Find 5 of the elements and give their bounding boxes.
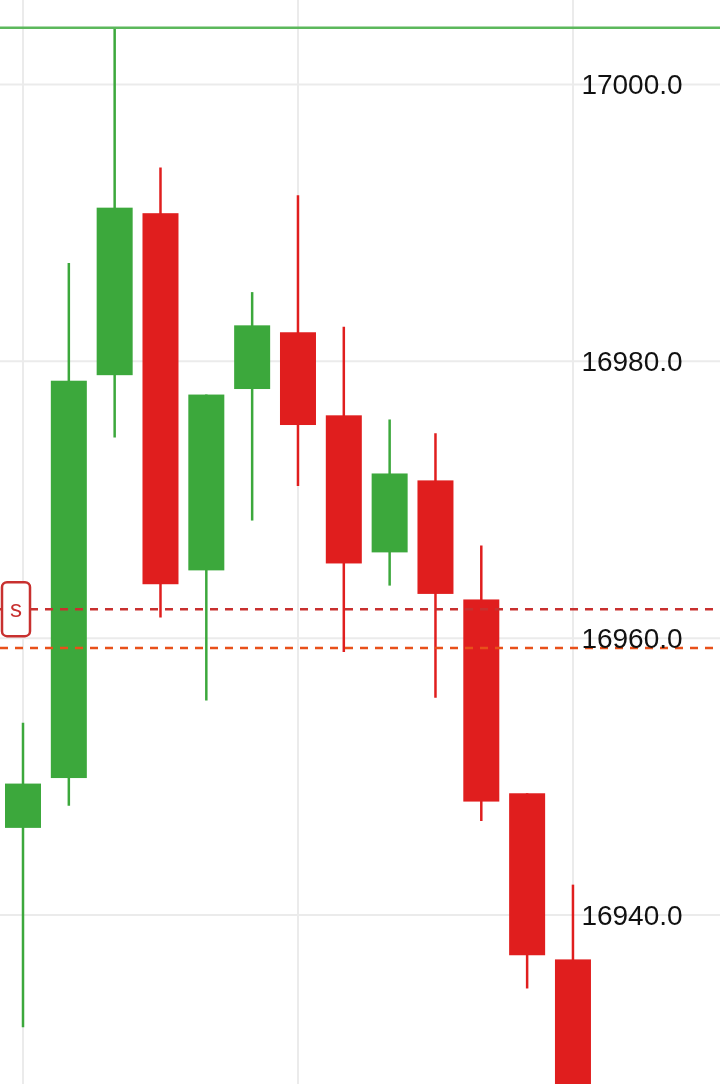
y-tick-label: 17000.0 <box>581 69 683 101</box>
y-tick-label: 16980.0 <box>581 346 683 378</box>
y-tick-label: 16960.0 <box>581 623 683 655</box>
ref-line-label: s <box>10 595 22 623</box>
y-tick-label: 16940.0 <box>581 900 683 932</box>
